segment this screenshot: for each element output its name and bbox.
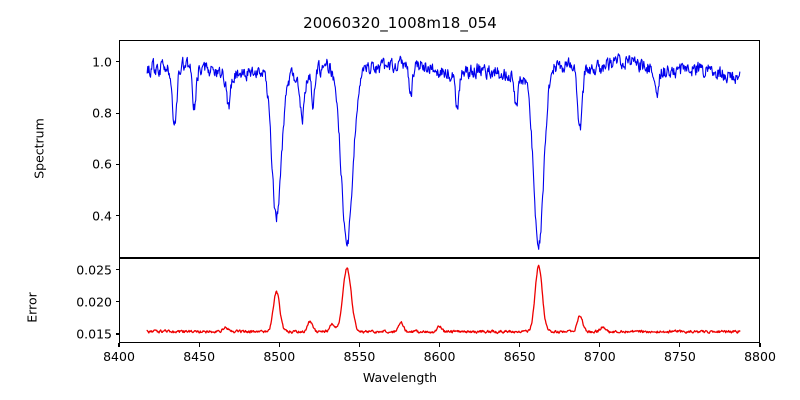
spectrum-y-axis-tick: [115, 112, 119, 114]
error-line-series: [120, 259, 759, 342]
x-axis-tick: [278, 343, 280, 347]
x-axis-tick: [599, 343, 601, 347]
error-y-axis-tick-label: 0.015: [76, 326, 112, 342]
x-axis-tick-label: 8700: [583, 349, 616, 364]
error-y-axis-tick-label: 0.020: [76, 294, 112, 310]
spectrum-y-axis-tick: [115, 215, 119, 217]
error-plot-panel: [119, 258, 760, 343]
x-axis-tick: [358, 343, 360, 347]
x-axis-tick-label: 8750: [663, 349, 696, 364]
error-y-axis-tick: [115, 269, 119, 271]
x-axis-tick: [759, 343, 761, 347]
spectrum-y-axis-tick-label: 0.6: [92, 156, 112, 172]
page-title: 20060320_1008m18_054: [303, 14, 497, 32]
error-y-axis-tick-label: 0.025: [76, 262, 112, 278]
x-axis-tick-label: 8500: [263, 349, 296, 364]
x-axis-tick: [198, 343, 200, 347]
x-axis-tick-label: 8400: [103, 349, 135, 364]
x-axis-tick: [679, 343, 681, 347]
error-y-axis-tick: [115, 333, 119, 335]
spectrum-plot-panel: [119, 40, 760, 258]
error-y-axis-tick: [115, 301, 119, 303]
spectrum-y-axis-tick-label: 1.0: [92, 54, 112, 70]
x-axis-tick: [118, 343, 120, 347]
spectrum-y-axis-tick-label: 0.8: [92, 105, 112, 121]
x-axis-tick-label: 8650: [503, 349, 536, 364]
x-axis-label: Wavelength: [362, 370, 438, 385]
x-axis-tick-label: 8550: [343, 349, 376, 364]
spectrum-y-axis-tick-label: 0.4: [92, 208, 112, 224]
x-axis-tick-label: 8800: [744, 349, 776, 364]
x-axis-tick-label: 8600: [423, 349, 456, 364]
x-axis-tick-label: 8450: [183, 349, 216, 364]
spectrum-line-series: [120, 41, 759, 257]
spectrum-y-axis-tick: [115, 61, 119, 63]
x-axis-tick: [519, 343, 521, 347]
x-axis-tick: [438, 343, 441, 347]
spectrum-y-axis-tick: [115, 163, 119, 165]
